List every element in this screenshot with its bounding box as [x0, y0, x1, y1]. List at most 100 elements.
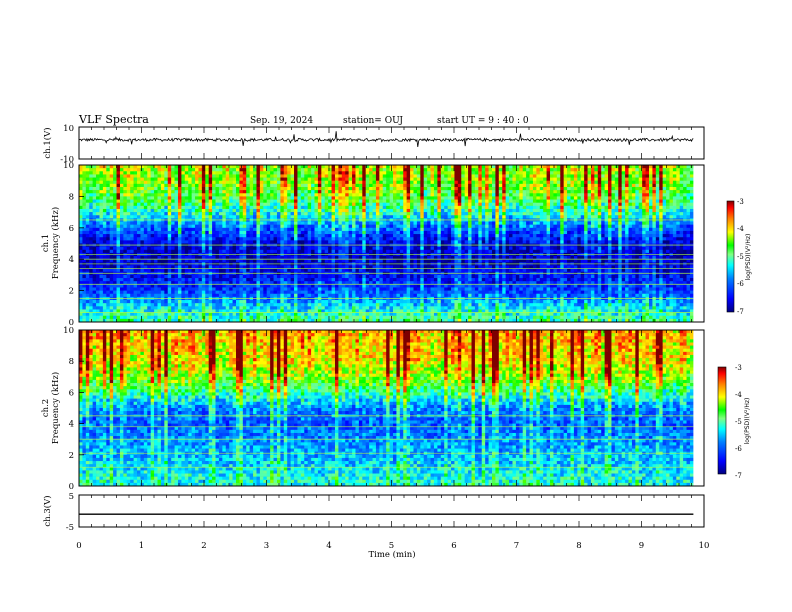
ch1-spectrogram-cell [283, 312, 288, 317]
ch1-spectrogram-cell [212, 234, 216, 238]
ch1-spectrogram-cell [236, 259, 240, 263]
ch1-spectrogram-cell [143, 177, 148, 181]
ch1-spectrogram-cell [382, 293, 387, 298]
ch1-spectrogram-cell [160, 265, 165, 269]
ch1-spectrogram-cell [393, 256, 397, 260]
ch1-spectrogram-cell [358, 256, 363, 260]
ch1-spectrogram-cell [386, 268, 390, 273]
ch1-spectrogram-cell [154, 240, 158, 244]
figure-title: VLF Spectra [78, 113, 149, 126]
ch1-spectrogram-cell [280, 249, 285, 254]
ch1-spectrogram-cell [239, 183, 244, 188]
ch1-spectrogram-cell [102, 208, 107, 213]
ch1-spectrogram-cell [102, 306, 107, 310]
ch1-spectrogram-cell [300, 171, 305, 175]
ch1-spectrogram-cell [406, 186, 411, 191]
ch1-spectrogram-cell [386, 165, 390, 169]
ch1-spectrogram-cell [106, 221, 111, 225]
ch1-spectrogram-cell [164, 237, 169, 241]
ch1-spectrogram-cell [82, 246, 87, 251]
ch1-spectrogram-cell [348, 246, 353, 251]
ch1-spectrogram-cell [396, 237, 401, 241]
ch1-spectrogram-cell [116, 196, 121, 200]
ch1-spectrogram-cell [331, 240, 336, 244]
ch1-spectrogram-cell [109, 265, 114, 269]
ch1-spectrogram-cell [92, 318, 97, 323]
ch1-spectrogram-cell [137, 256, 141, 260]
ch1-spectrogram-cell [372, 290, 377, 295]
ch1-spectrogram-cell [276, 227, 281, 232]
ch1-spectrogram-cell [208, 312, 213, 317]
ch1-spectrogram-cell [181, 186, 186, 191]
ch1-spectrogram-cell [259, 287, 264, 291]
ch1-spectrogram-cell [150, 318, 155, 323]
ch1-spectrogram-cell [270, 278, 274, 282]
ch1-spectrogram-cell [140, 190, 145, 194]
ch1-spectrogram-cell [362, 265, 367, 269]
ch1-spectrogram-cell [171, 202, 175, 207]
ch1-spectrogram-cell [399, 165, 404, 169]
ch1-spectrogram-cell [171, 306, 175, 310]
ch1-spectrogram-cell [280, 208, 285, 213]
ch1-spectrogram-cell [222, 215, 227, 219]
ch1-spectrogram-cell [215, 193, 220, 197]
ch1-spectrogram-cell [259, 208, 264, 213]
ch1-spectrogram-cell [181, 212, 186, 216]
ch1-spectrogram-cell [239, 278, 244, 282]
ch1-spectrogram-cell [403, 183, 407, 188]
ch1-spectrogram-cell [304, 256, 308, 260]
ch1-spectrogram-cell [317, 177, 322, 181]
ch1-spectrogram-cell [334, 268, 339, 273]
ch1-spectrogram-cell [133, 180, 138, 185]
ch1-spectrogram-cell [287, 315, 291, 320]
ch1-spectrogram-cell [365, 224, 370, 229]
ch1-spectrogram-cell [372, 246, 377, 251]
ch1-spectrogram-cell [341, 186, 346, 191]
ch1-spectrogram-cell [89, 309, 93, 313]
ch1-spectrogram-cell [345, 205, 349, 210]
ch1-spectrogram-cell [413, 177, 418, 181]
ch1-spectrogram-cell [276, 274, 281, 279]
ch1-spectrogram-cell [389, 281, 394, 285]
ch1-spectrogram-cell [393, 165, 397, 169]
ch1-spectrogram-cell [181, 300, 186, 304]
ch1-spectrogram-cell [317, 237, 322, 241]
ch1-spectrogram-cell [338, 212, 343, 216]
ch1-spectrogram-cell [256, 287, 261, 291]
ch1-spectrogram-cell [352, 224, 356, 229]
ch1-spectrogram-cell [246, 237, 250, 241]
ch1-spectrogram-cell [181, 268, 186, 273]
ch1-spectrogram-cell [137, 221, 141, 225]
ch1-spectrogram-cell [225, 174, 230, 178]
ch1-spectrogram-cell [379, 183, 384, 188]
ch1-spectrogram-cell [212, 315, 216, 320]
ch1-spectrogram-cell [164, 315, 169, 320]
ch1-spectrogram-cell [133, 268, 138, 273]
ch1-spectrogram-cell [311, 199, 315, 203]
ch1-spectrogram-cell [89, 274, 93, 279]
ch1-spectrogram-cell [239, 215, 244, 219]
ch1-spectrogram-cell [106, 171, 111, 175]
ch1-spectrogram-cell [263, 168, 268, 172]
ch1-spectrogram-cell [300, 174, 305, 178]
ch1-spectrogram-cell [283, 212, 288, 216]
ch1-spectrogram-cell [297, 306, 302, 310]
ch1-spectrogram-cell [188, 190, 192, 194]
ch1-spectrogram-cell [147, 312, 151, 317]
ch1-spectrogram-cell [369, 306, 373, 310]
ch1-spectrogram-cell [341, 227, 346, 232]
ch1-spectrogram-cell [191, 274, 196, 279]
ch1-spectrogram-cell [263, 287, 268, 291]
ch1-spectrogram-cell [365, 208, 370, 213]
ch1-spectrogram-cell [382, 183, 387, 188]
ch1-spectrogram-cell [372, 168, 377, 172]
ch1-spectrogram-cell [205, 278, 209, 282]
ch1-spectrogram-cell [242, 221, 247, 225]
ch1-spectrogram-cell [328, 199, 332, 203]
ch1-spectrogram-cell [341, 256, 346, 260]
ch1-spectrogram-cell [171, 186, 175, 191]
ch1-spectrogram-cell [399, 249, 404, 254]
ch1-spectrogram-cell [399, 259, 404, 263]
ch1-spectrogram-cell [191, 199, 196, 203]
ch1-spectrogram-cell [225, 315, 230, 320]
